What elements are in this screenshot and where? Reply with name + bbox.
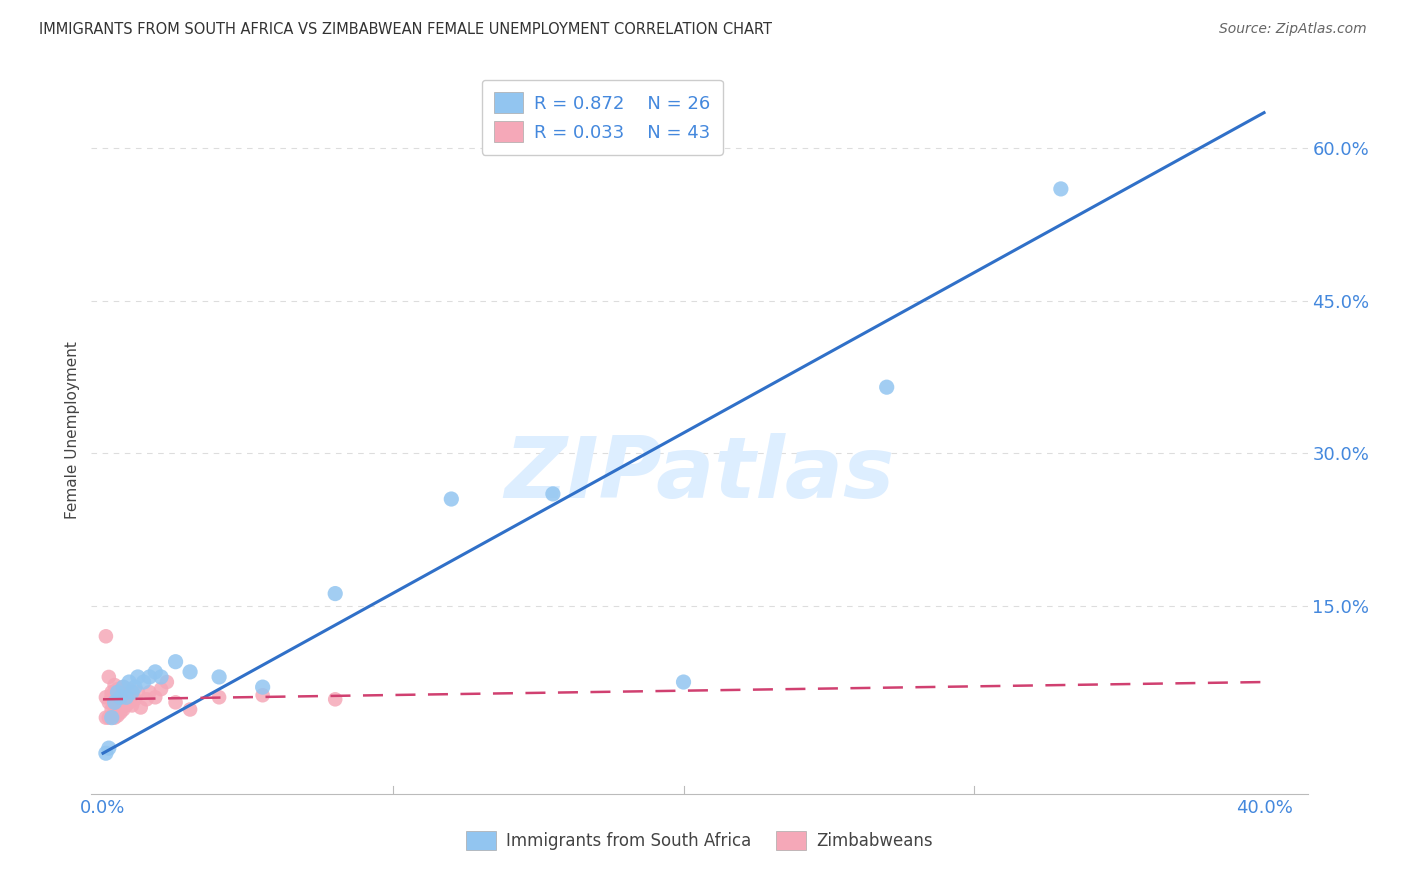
Point bbox=[121, 685, 143, 699]
Point bbox=[208, 670, 231, 684]
Point bbox=[110, 688, 132, 702]
Point bbox=[129, 700, 152, 714]
Y-axis label: Female Unemployment: Female Unemployment bbox=[65, 342, 80, 519]
Point bbox=[97, 670, 120, 684]
Point bbox=[165, 655, 187, 669]
Text: ZIPatlas: ZIPatlas bbox=[505, 433, 894, 516]
Point bbox=[110, 690, 132, 705]
Point bbox=[104, 678, 127, 692]
Point bbox=[100, 692, 122, 706]
Point bbox=[97, 695, 120, 709]
Point bbox=[115, 698, 138, 713]
Point bbox=[112, 680, 135, 694]
Point bbox=[112, 680, 135, 694]
Point bbox=[100, 702, 122, 716]
Point bbox=[100, 688, 122, 702]
Text: Source: ZipAtlas.com: Source: ZipAtlas.com bbox=[1219, 22, 1367, 37]
Point bbox=[100, 685, 122, 699]
Point bbox=[97, 711, 120, 725]
Point bbox=[138, 670, 160, 684]
Point bbox=[121, 698, 143, 713]
Point bbox=[118, 682, 141, 697]
Point bbox=[132, 675, 155, 690]
Point bbox=[143, 690, 166, 705]
Point bbox=[252, 688, 274, 702]
Point bbox=[179, 665, 201, 679]
Point bbox=[541, 487, 564, 501]
Point bbox=[107, 682, 129, 697]
Point bbox=[165, 695, 187, 709]
Point bbox=[107, 695, 129, 709]
Point bbox=[107, 708, 129, 723]
Point bbox=[156, 675, 179, 690]
Point bbox=[115, 690, 138, 705]
Text: IMMIGRANTS FROM SOUTH AFRICA VS ZIMBABWEAN FEMALE UNEMPLOYMENT CORRELATION CHART: IMMIGRANTS FROM SOUTH AFRICA VS ZIMBABWE… bbox=[39, 22, 772, 37]
Point bbox=[127, 685, 149, 699]
Point bbox=[876, 380, 898, 394]
Point bbox=[118, 695, 141, 709]
Point bbox=[121, 685, 143, 699]
Point bbox=[112, 702, 135, 716]
Legend: Immigrants from South Africa, Zimbabweans: Immigrants from South Africa, Zimbabwean… bbox=[458, 822, 941, 858]
Point bbox=[110, 706, 132, 720]
Point bbox=[94, 629, 117, 643]
Point bbox=[672, 675, 695, 690]
Point bbox=[150, 670, 173, 684]
Point bbox=[94, 746, 117, 760]
Point bbox=[208, 690, 231, 705]
Point bbox=[124, 680, 146, 694]
Point bbox=[323, 692, 346, 706]
Point bbox=[179, 702, 201, 716]
Point bbox=[104, 692, 127, 706]
Point bbox=[440, 491, 463, 506]
Point bbox=[252, 680, 274, 694]
Point bbox=[135, 692, 157, 706]
Point bbox=[100, 711, 122, 725]
Point bbox=[150, 682, 173, 697]
Point bbox=[104, 711, 127, 725]
Point bbox=[110, 695, 132, 709]
Point bbox=[124, 692, 146, 706]
Point bbox=[138, 685, 160, 699]
Point bbox=[94, 711, 117, 725]
Point bbox=[1050, 182, 1073, 196]
Point bbox=[104, 706, 127, 720]
Point bbox=[107, 685, 129, 699]
Point bbox=[143, 665, 166, 679]
Point bbox=[104, 695, 127, 709]
Point bbox=[107, 702, 129, 716]
Point bbox=[127, 670, 149, 684]
Point bbox=[118, 675, 141, 690]
Point bbox=[323, 586, 346, 600]
Point bbox=[94, 690, 117, 705]
Point bbox=[97, 741, 120, 756]
Point bbox=[112, 692, 135, 706]
Point bbox=[115, 688, 138, 702]
